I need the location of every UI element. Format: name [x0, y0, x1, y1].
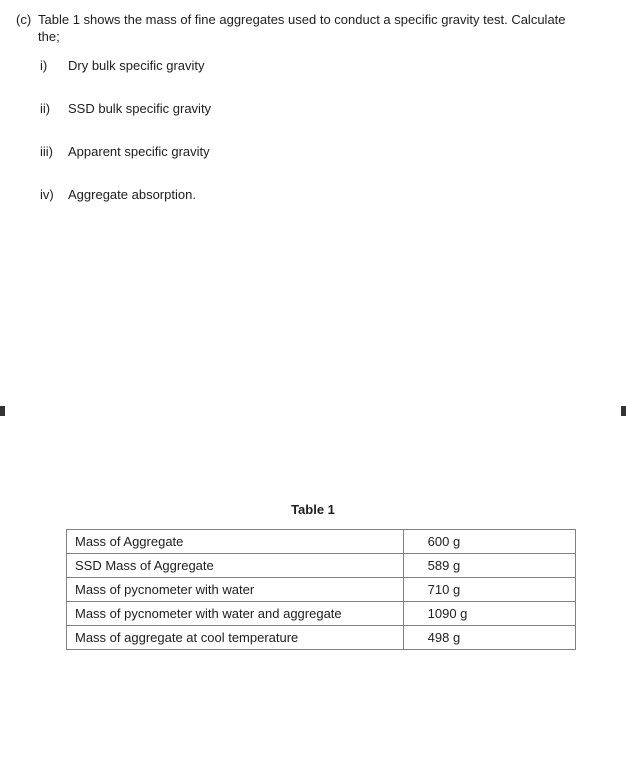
page-edge-mark-right-icon: [621, 406, 626, 416]
table-cell-label: Mass of Aggregate: [67, 530, 404, 554]
table-row: Mass of pycnometer with water and aggreg…: [67, 602, 576, 626]
table-row: SSD Mass of Aggregate 589 g: [67, 554, 576, 578]
question-c-label: (c): [16, 12, 38, 27]
table-row: Mass of pycnometer with water 710 g: [67, 578, 576, 602]
question-c-line1: (c) Table 1 shows the mass of fine aggre…: [16, 12, 610, 27]
table-cell-value: 1090 g: [403, 602, 575, 626]
table-cell-value: 600 g: [403, 530, 575, 554]
table-cell-value: 710 g: [403, 578, 575, 602]
table-row: Mass of aggregate at cool temperature 49…: [67, 626, 576, 650]
sub-question-ii: ii) SSD bulk specific gravity: [40, 101, 610, 116]
sub-question-i-text: Dry bulk specific gravity: [68, 58, 205, 73]
question-c-text2: the;: [38, 29, 610, 44]
sub-question-ii-text: SSD bulk specific gravity: [68, 101, 211, 116]
sub-question-i-label: i): [40, 58, 68, 73]
sub-question-iv-text: Aggregate absorption.: [68, 187, 196, 202]
table-cell-label: SSD Mass of Aggregate: [67, 554, 404, 578]
sub-question-iii: iii) Apparent specific gravity: [40, 144, 610, 159]
sub-question-iv-label: iv): [40, 187, 68, 202]
table-cell-label: Mass of aggregate at cool temperature: [67, 626, 404, 650]
table-cell-label: Mass of pycnometer with water: [67, 578, 404, 602]
data-table: Mass of Aggregate 600 g SSD Mass of Aggr…: [66, 529, 576, 650]
page-edge-mark-left-icon: [0, 406, 5, 416]
sub-question-iv: iv) Aggregate absorption.: [40, 187, 610, 202]
sub-question-list: i) Dry bulk specific gravity ii) SSD bul…: [40, 58, 610, 202]
table-row: Mass of Aggregate 600 g: [67, 530, 576, 554]
table-cell-label: Mass of pycnometer with water and aggreg…: [67, 602, 404, 626]
table-title: Table 1: [16, 502, 610, 517]
sub-question-iii-text: Apparent specific gravity: [68, 144, 210, 159]
table-cell-value: 589 g: [403, 554, 575, 578]
page: (c) Table 1 shows the mass of fine aggre…: [0, 0, 626, 773]
sub-question-i: i) Dry bulk specific gravity: [40, 58, 610, 73]
question-c-line2: the;: [16, 29, 610, 44]
table-cell-value: 498 g: [403, 626, 575, 650]
sub-question-ii-label: ii): [40, 101, 68, 116]
sub-question-iii-label: iii): [40, 144, 68, 159]
question-c-text1: Table 1 shows the mass of fine aggregate…: [38, 12, 610, 27]
